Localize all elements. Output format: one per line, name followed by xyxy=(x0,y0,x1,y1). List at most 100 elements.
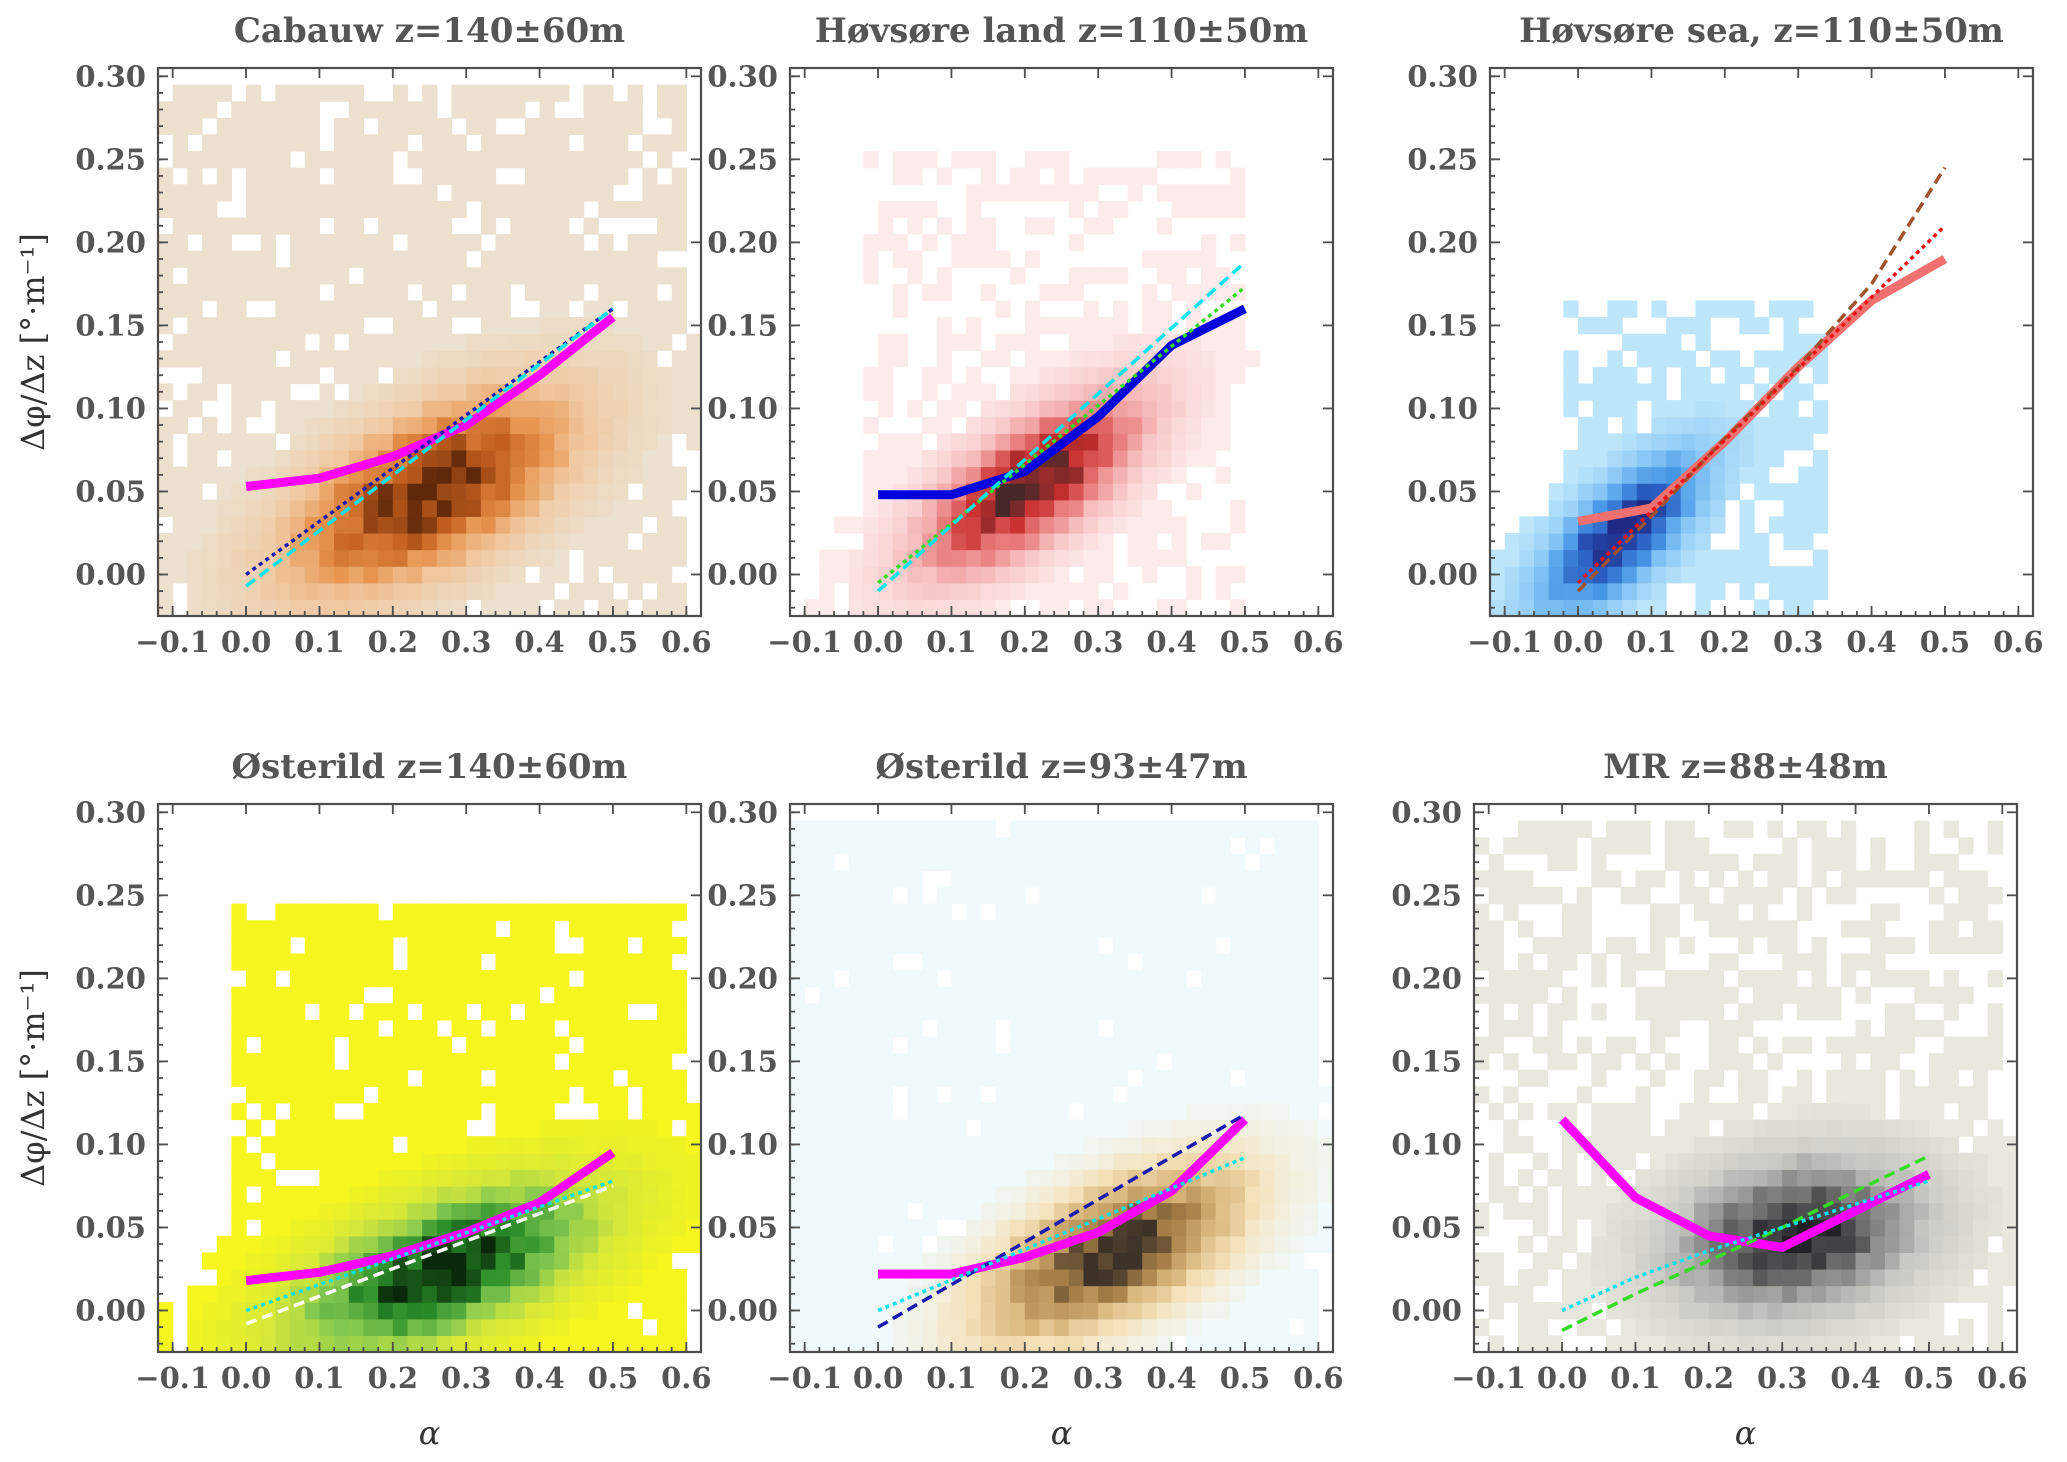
heat-cell xyxy=(1010,1036,1026,1054)
heat-cell xyxy=(260,184,277,202)
heat-cell xyxy=(671,1069,687,1087)
panel-3: −0.1 0.0 0.1 0.2 0.3 0.4 0.5 0.60.000.050.100.1… xyxy=(1407,11,2043,659)
heat-cell xyxy=(1171,1252,1187,1270)
heat-cell xyxy=(231,1318,247,1336)
heat-cell xyxy=(290,1235,306,1253)
heat-cell xyxy=(1054,1069,1070,1087)
heat-cell xyxy=(1591,953,1607,971)
heat-cell xyxy=(1503,1185,1519,1204)
heat-cell xyxy=(539,1102,555,1121)
heat-cell xyxy=(1767,1268,1783,1287)
heat-cell xyxy=(1127,1136,1143,1154)
heat-cell xyxy=(1607,366,1623,385)
heat-cell xyxy=(466,449,482,468)
heat-cell xyxy=(495,953,511,971)
heat-cell xyxy=(436,151,453,169)
heat-cell xyxy=(568,1252,585,1270)
heat-cell xyxy=(878,887,894,905)
heat-cell xyxy=(378,134,394,152)
heat-cell xyxy=(892,837,909,855)
heat-cell xyxy=(539,134,555,152)
x-tick-label: 0.6 xyxy=(1993,625,2043,659)
heat-cell xyxy=(1592,449,1609,468)
heat-cell xyxy=(334,1235,350,1253)
heat-cell xyxy=(231,267,247,285)
heat-cell xyxy=(892,599,909,616)
x-tick-label: 0.6 xyxy=(1293,1361,1343,1395)
heat-cell xyxy=(1259,1003,1275,1021)
heat-cell xyxy=(656,1069,673,1087)
heat-cell xyxy=(216,599,232,616)
heat-cell xyxy=(1230,1003,1246,1021)
heat-cell xyxy=(878,1219,894,1237)
heat-cell xyxy=(1098,1152,1114,1170)
heat-cell xyxy=(304,936,321,955)
heat-cell xyxy=(1274,1185,1290,1204)
heat-cell xyxy=(1695,499,1711,517)
heat-cell xyxy=(1024,400,1041,418)
heat-cell xyxy=(848,936,864,955)
heat-cell xyxy=(1695,416,1711,434)
heat-cell xyxy=(172,516,188,534)
heat-cell xyxy=(863,1252,879,1270)
heat-cell xyxy=(1636,433,1653,451)
heat-cell xyxy=(1068,887,1085,905)
heat-cell xyxy=(1098,953,1114,971)
heat-cell xyxy=(348,582,365,600)
heat-cell xyxy=(1010,433,1026,451)
heat-cell xyxy=(1083,599,1099,616)
heat-cell xyxy=(304,903,321,921)
heat-cell xyxy=(554,1302,570,1320)
heat-cell xyxy=(1739,433,1755,451)
heat-cell xyxy=(627,1136,643,1154)
heat-cell xyxy=(275,200,291,219)
heat-cell xyxy=(1796,1169,1813,1187)
heat-cell xyxy=(1068,920,1085,938)
heat-cell xyxy=(172,416,188,434)
heat-cell xyxy=(1563,300,1579,318)
heat-cell xyxy=(1083,936,1099,955)
heat-cell xyxy=(334,416,350,434)
heat-cell xyxy=(187,283,203,302)
heat-cell xyxy=(1024,317,1041,335)
panel-title: Østerild z=140±60m xyxy=(232,747,628,787)
heat-cell xyxy=(1171,184,1187,202)
heat-cell xyxy=(436,1036,453,1054)
heat-cell xyxy=(583,532,599,551)
heat-cell xyxy=(1547,936,1563,955)
heat-cell xyxy=(1504,599,1520,616)
heat-cell xyxy=(1054,870,1070,888)
heat-cell xyxy=(1752,1202,1769,1220)
heat-cell xyxy=(1274,837,1290,855)
heat-cell xyxy=(260,1036,277,1054)
heat-cell xyxy=(1767,1252,1783,1270)
heat-cell xyxy=(407,117,423,136)
heat-cell xyxy=(1098,483,1114,501)
x-tick-label: 0.4 xyxy=(514,1361,564,1395)
heat-cell xyxy=(275,283,291,302)
heat-cell xyxy=(1811,1235,1827,1253)
heat-cell xyxy=(495,333,511,351)
heat-cell xyxy=(1518,837,1534,855)
heat-cell xyxy=(656,317,673,335)
heat-cell xyxy=(627,400,643,418)
heat-cell xyxy=(246,1169,262,1187)
heat-cell xyxy=(1606,1053,1622,1071)
heat-cell xyxy=(1215,1202,1231,1220)
heat-cell xyxy=(158,300,174,318)
heat-cell xyxy=(539,416,555,434)
heat-cell xyxy=(671,1202,687,1220)
heat-cell xyxy=(1098,1119,1114,1137)
heat-cell xyxy=(1054,151,1070,169)
heat-cell xyxy=(790,920,806,938)
heat-cell xyxy=(671,383,687,401)
heat-cell xyxy=(466,1102,482,1121)
heat-cell xyxy=(1098,200,1114,219)
heat-cell xyxy=(466,300,482,318)
heat-cell xyxy=(907,1318,923,1336)
heat-cell xyxy=(1244,903,1261,921)
heat-cell xyxy=(1068,1302,1085,1320)
heat-cell xyxy=(260,167,277,185)
heat-cell xyxy=(1532,1302,1548,1320)
heat-cell xyxy=(334,936,350,955)
